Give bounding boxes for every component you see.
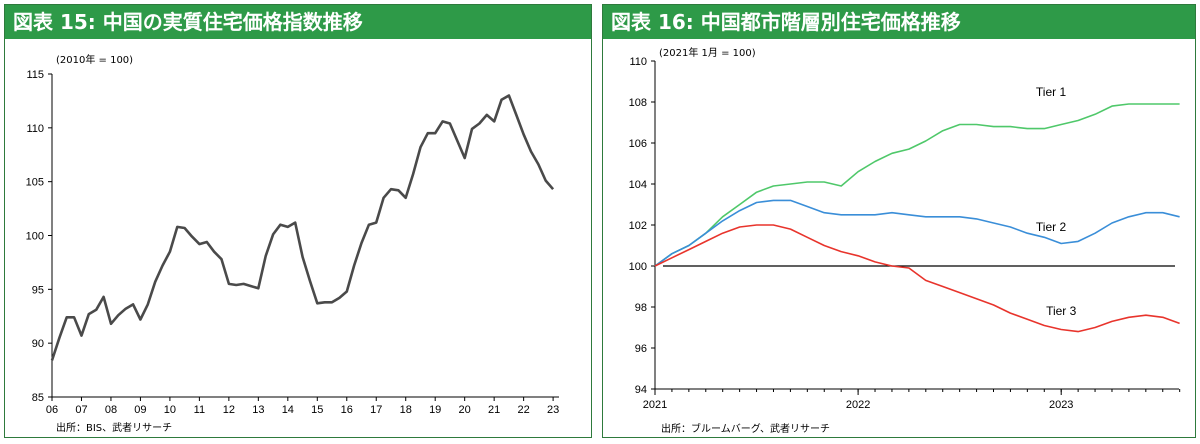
series-line-tier-1	[654, 103, 1180, 267]
x-tick-label: 21	[488, 404, 500, 416]
y-tick-label: 115	[26, 69, 44, 81]
chart-tier-house-prices: 94 96 98 100 102 104 106 108 110 2021 2022 2023 (202…	[629, 46, 1181, 435]
x-tick-label: 2022	[846, 399, 870, 411]
x-tick-label: 22	[518, 404, 530, 416]
x-tick-label: 08	[105, 404, 117, 416]
y-tick-label: 100	[629, 261, 647, 273]
x-tick-label: 10	[164, 404, 176, 416]
series-line-tier-3	[654, 224, 1180, 333]
chart-panel-right: 図表 16: 中国都市階層別住宅価格推移 94 96 98 100 102 104 106 1…	[602, 4, 1196, 438]
x-tick-label: 13	[252, 404, 264, 416]
y-tick-label: 110	[26, 123, 44, 135]
x-tick-label: 2023	[1049, 399, 1073, 411]
x-tick-label: 2021	[643, 399, 667, 411]
y-tick-label: 96	[635, 343, 647, 355]
y-tick-label: 95	[32, 284, 44, 296]
source-note: 出所：BIS、武者リサーチ	[56, 421, 172, 434]
series-label: Tier 3	[1046, 304, 1077, 318]
y-tick-label: 102	[629, 220, 647, 232]
x-tick-label: 14	[282, 404, 294, 416]
y-tick-label: 100	[26, 231, 44, 243]
x-tick-label: 18	[400, 404, 412, 416]
series-label: Tier 1	[1036, 85, 1067, 99]
series-label: Tier 2	[1036, 220, 1067, 234]
unit-note: (2010年 = 100)	[56, 53, 133, 66]
series-line-tier-2	[654, 199, 1180, 267]
y-tick-label: 110	[629, 56, 647, 68]
x-tick-label: 20	[459, 404, 471, 416]
x-tick-label: 17	[370, 404, 382, 416]
x-tick-label: 19	[429, 404, 441, 416]
x-tick-label: 07	[75, 404, 87, 416]
unit-note: (2021年 1月 = 100)	[659, 46, 756, 59]
x-tick-label: 11	[194, 404, 205, 416]
x-tick-label: 23	[547, 404, 559, 416]
source-note: 出所：ブルームバーグ、武者リサーチ	[661, 422, 830, 435]
x-tick-label: 06	[46, 404, 58, 416]
x-tick-label: 15	[311, 404, 323, 416]
y-tick-label: 106	[629, 138, 647, 150]
chart-panel-left: 図表 15: 中国の実質住宅価格指数推移 85 90 95 100 105 110 115 0…	[4, 4, 592, 438]
chart-title: 図表 15: 中国の実質住宅価格指数推移	[5, 5, 591, 39]
y-tick-label: 90	[32, 338, 44, 350]
x-tick-label: 12	[223, 404, 235, 416]
y-tick-label: 104	[629, 179, 647, 191]
y-tick-label: 85	[32, 392, 44, 404]
y-tick-label: 105	[26, 177, 44, 189]
y-tick-label: 108	[629, 97, 647, 109]
y-tick-label: 94	[635, 384, 647, 396]
x-tick-label: 16	[341, 404, 353, 416]
x-tick-label: 09	[134, 404, 146, 416]
chart-title: 図表 16: 中国都市階層別住宅価格推移	[603, 5, 1195, 39]
chart-house-price-index: 85 90 95 100 105 110 115 06 07 08 09 10 11 12 13 14 15 16…	[26, 53, 560, 434]
y-tick-label: 98	[635, 302, 647, 314]
series-line-house-price	[50, 94, 555, 361]
